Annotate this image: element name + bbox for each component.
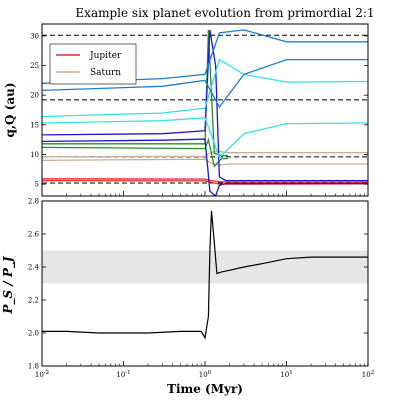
legend-box	[49, 43, 137, 85]
bottom-x-ticks: 10-2 10-1 100 101 102	[35, 191, 374, 379]
period-ratio-line-0	[42, 210, 368, 340]
series-5-pericenter-line	[42, 58, 368, 109]
period-ratio-series	[42, 210, 368, 340]
series-1-apocenter-line	[42, 150, 368, 158]
x-tick-label: 102	[362, 370, 374, 379]
bottom-y-axis-label: P_S / P_J	[1, 255, 16, 314]
top-y-tick-label: 15	[30, 121, 39, 129]
x-tick-label: 101	[280, 370, 292, 379]
x-tick-label: 10-2	[35, 370, 49, 379]
series-2-pericenter-line	[42, 137, 228, 168]
bottom-y-tick-label: 2.8	[28, 198, 39, 206]
x-tick-label: 100	[199, 370, 212, 379]
top-y-axis-label: q,Q (au)	[3, 82, 17, 137]
top-y-tick-label: 25	[30, 62, 39, 70]
top-y-tick-label: 10	[30, 151, 39, 159]
x-tick-label: 10-1	[116, 370, 130, 379]
series-4-apocenter-line	[42, 58, 368, 118]
bottom-y-tick-label: 1.8	[28, 363, 39, 371]
top-y-tick-label: 20	[30, 92, 39, 100]
series-5-apocenter-line	[42, 29, 368, 84]
series-3-pericenter-line	[42, 138, 368, 196]
bottom-y-ticks: 1.8 2.0 2.2 2.4 2.6 2.8	[28, 198, 368, 371]
legend-label-saturn: Saturn	[90, 68, 121, 78]
bottom-y-tick-label: 2.6	[28, 231, 40, 239]
bottom-y-tick-label: 2.0	[28, 330, 39, 338]
series-4-pericenter-line	[42, 117, 368, 159]
top-y-ticks: 5 10 15 20 25 30	[30, 32, 368, 189]
series-3-apocenter-line	[42, 29, 368, 182]
bottom-panel-period-ratio: 1.8 2.0 2.2 2.4 2.6 2.8 10-2 10-1 100 101 102 P_S…	[1, 191, 374, 396]
bottom-y-tick-label: 2.2	[28, 297, 39, 305]
resonance-band	[42, 250, 368, 284]
series-0-apocenter-line	[42, 178, 368, 183]
x-axis-label: Time (Myr)	[167, 382, 243, 396]
chart-title: Example six planet evolution from primor…	[75, 6, 374, 20]
top-y-tick-label: 5	[35, 181, 39, 189]
top-y-tick-label: 30	[30, 32, 39, 40]
legend: Jupiter Saturn	[49, 43, 137, 85]
legend-label-jupiter: Jupiter	[89, 51, 122, 61]
orbit-series	[42, 29, 368, 196]
bottom-y-tick-label: 2.4	[28, 264, 40, 272]
